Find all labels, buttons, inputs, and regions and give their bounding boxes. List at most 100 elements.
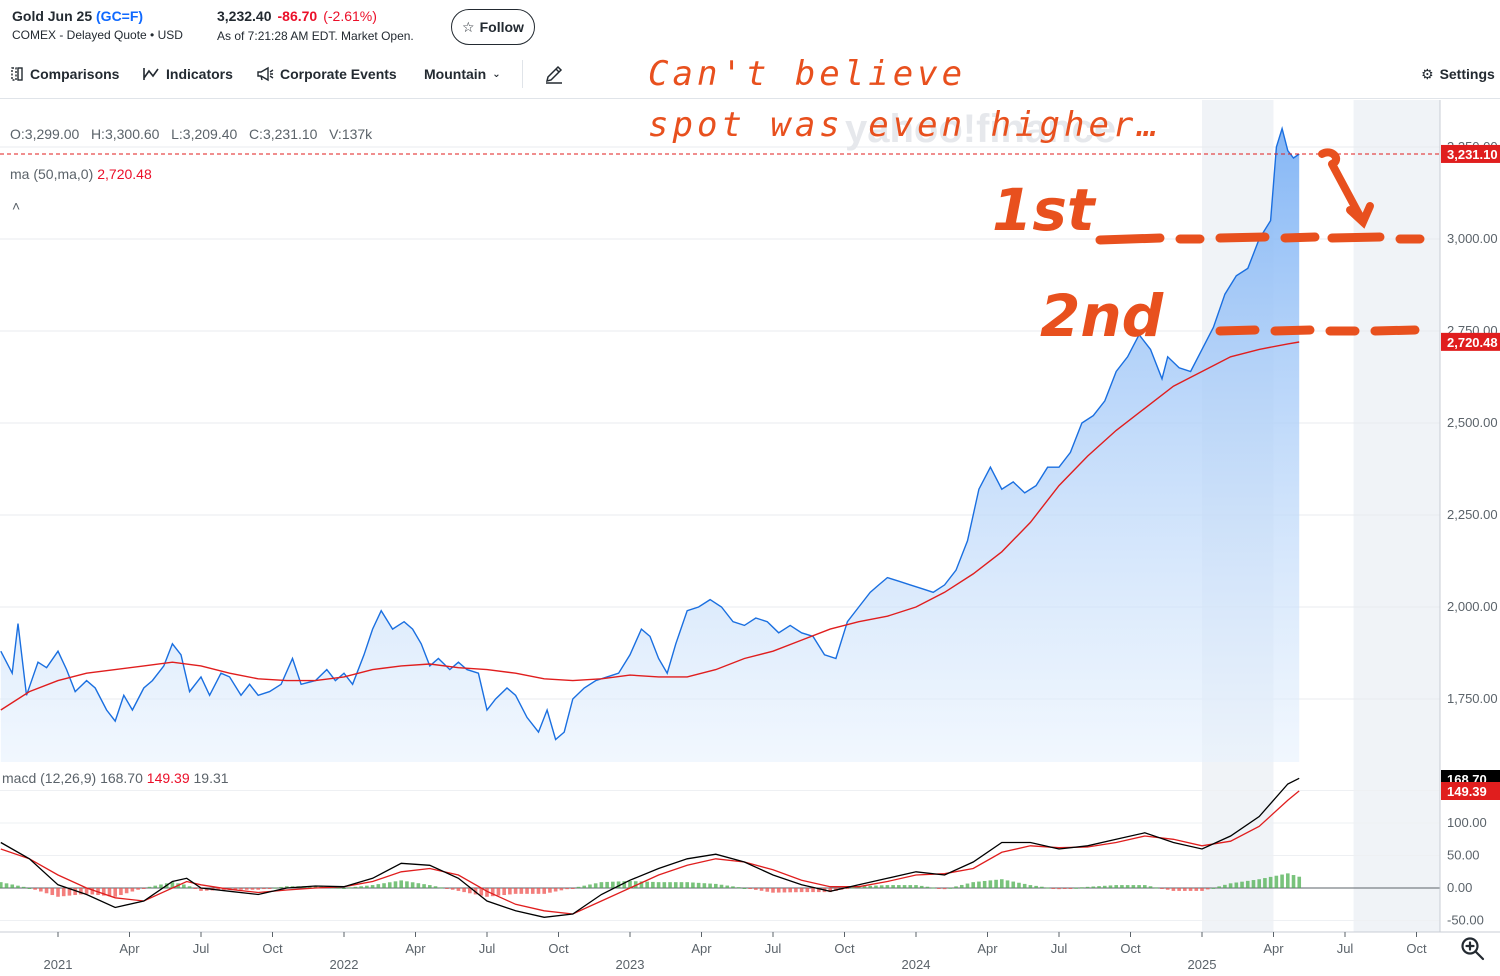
x-tick-label: Oct [834, 941, 855, 956]
corporate-events-button[interactable]: Corporate Events [256, 62, 397, 86]
x-tick-label: Apr [1263, 941, 1284, 956]
x-tick-label: Apr [119, 941, 140, 956]
price-tick-label: 2,500.00 [1447, 415, 1498, 430]
macd-hist-bar [656, 882, 661, 888]
macd-hist-bar [599, 882, 604, 888]
macd-hist-bar [1160, 888, 1164, 889]
macd-hist-bar [1148, 886, 1153, 888]
draw-button[interactable] [543, 62, 565, 86]
macd-hist-bar [44, 888, 49, 894]
macd-hist-bar [691, 882, 695, 888]
macd-hist-bar [262, 888, 266, 890]
macd-legend[interactable]: macd (12,26,9) 168.70 149.39 19.31 [2, 770, 229, 786]
macd-hist-bar [662, 882, 667, 888]
magnifier-plus-icon [1461, 937, 1485, 961]
macd-hist-bar [914, 885, 918, 888]
settings-button[interactable]: ⚙ Settings [1421, 62, 1495, 86]
macd-hist-bar [153, 885, 158, 888]
macd-hist-bar [508, 888, 512, 895]
last-price: 3,232.40 [217, 8, 272, 24]
macd-hist-bar [1097, 886, 1101, 888]
macd-hist-bar [124, 888, 129, 894]
toolbar-divider [522, 60, 523, 88]
x-tick-label: Oct [548, 941, 569, 956]
macd-hist-bar [393, 881, 398, 888]
macd-hist-bar [965, 883, 970, 888]
macd-hist-bar [948, 887, 953, 889]
zoom-button[interactable] [1460, 936, 1486, 967]
macd-hist-bar [593, 883, 598, 888]
macd-hist-bar [1125, 885, 1130, 888]
macd-hist-bar [879, 885, 884, 888]
macd-hist-bar [1022, 883, 1027, 888]
macd-hist-bar [902, 885, 907, 888]
macd-hist-bar [1251, 880, 1256, 888]
macd-hist-bar [416, 883, 421, 888]
macd-hist-bar [1177, 888, 1181, 891]
macd-hist-bar [719, 884, 724, 888]
comparisons-button[interactable]: Comparisons [10, 62, 119, 86]
price-change: -86.70 [277, 8, 318, 24]
macd-hist-bar [433, 886, 438, 888]
chart-type-dropdown[interactable]: Mountain ⌄ [424, 62, 501, 86]
macd-hist-bar [542, 888, 546, 894]
last-price-badge-bg [1441, 144, 1500, 163]
macd-hist-bar [365, 885, 369, 888]
macd-hist-bar [1211, 887, 1216, 889]
macd-hist-bar [754, 888, 758, 890]
macd-hist-bar [628, 880, 632, 888]
macd-hist-bar [347, 887, 352, 889]
macd-hist-bar [84, 888, 89, 894]
macd-hist-bar [67, 888, 72, 896]
macd-hist-bar [759, 888, 764, 891]
signal-badge-bg [1441, 782, 1500, 800]
macd-hist-bar [994, 879, 998, 888]
macd-hist-bar [1217, 886, 1221, 888]
macd-hist-bar [1297, 876, 1302, 888]
indicators-button[interactable]: Indicators [142, 62, 233, 86]
macd-hist-bar [1137, 885, 1141, 888]
macd-hist-bar [788, 888, 792, 893]
macd-hist-bar [673, 882, 678, 888]
price-area-fill [0, 128, 1300, 763]
instrument-title: Gold Jun 25 (GC=F) [12, 8, 143, 24]
annotation-line2: spot was even higher… [648, 105, 1162, 145]
macd-hist-bar [159, 884, 163, 888]
macd-hist-bar [445, 888, 449, 889]
macd-hist-bar [1154, 887, 1159, 889]
macd-hist-bar [696, 882, 701, 888]
collapse-legend-button[interactable]: ˄ [12, 198, 21, 214]
macd-hist-bar [50, 888, 55, 896]
macd-hist-bar [61, 888, 66, 897]
ma-value: 2,720.48 [97, 166, 152, 182]
instrument-symbol[interactable]: (GC=F) [96, 8, 144, 24]
macd-hist-bar [925, 886, 930, 888]
macd-hist-bar [845, 888, 850, 889]
macd-hist-bar [376, 884, 381, 888]
macd-hist-bar [1263, 878, 1267, 888]
macd-hist-bar [919, 885, 924, 888]
macd-hist-bar [982, 880, 987, 888]
macd-hist-bar [811, 888, 815, 893]
macd-hist-bar [1245, 880, 1250, 888]
macd-line [0, 777, 1300, 918]
macd-hist-bar [782, 888, 787, 893]
indicators-label: Indicators [166, 66, 233, 82]
toolbar-separator [0, 98, 1500, 99]
macd-hist-bar [816, 888, 821, 893]
macd-hist-bar [113, 888, 117, 897]
indicators-icon [143, 68, 159, 80]
ma-legend[interactable]: ma (50,ma,0) 2,720.48 [10, 166, 152, 182]
macd-hist-bar [130, 888, 135, 892]
follow-button[interactable]: ☆ Follow [451, 9, 535, 45]
macd-hist-bar [1011, 881, 1016, 888]
macd-hist-bar [199, 888, 203, 891]
macd-hist-bar [771, 888, 775, 893]
macd-hist-bar [450, 888, 455, 890]
ma-line [0, 341, 1300, 711]
macd-hist-bar [307, 886, 312, 888]
macd-hist-bar [256, 888, 260, 890]
macd-hist-bar [714, 883, 718, 888]
signal-badge: 149.39 [1447, 784, 1487, 799]
macd-hist-bar [679, 882, 684, 888]
